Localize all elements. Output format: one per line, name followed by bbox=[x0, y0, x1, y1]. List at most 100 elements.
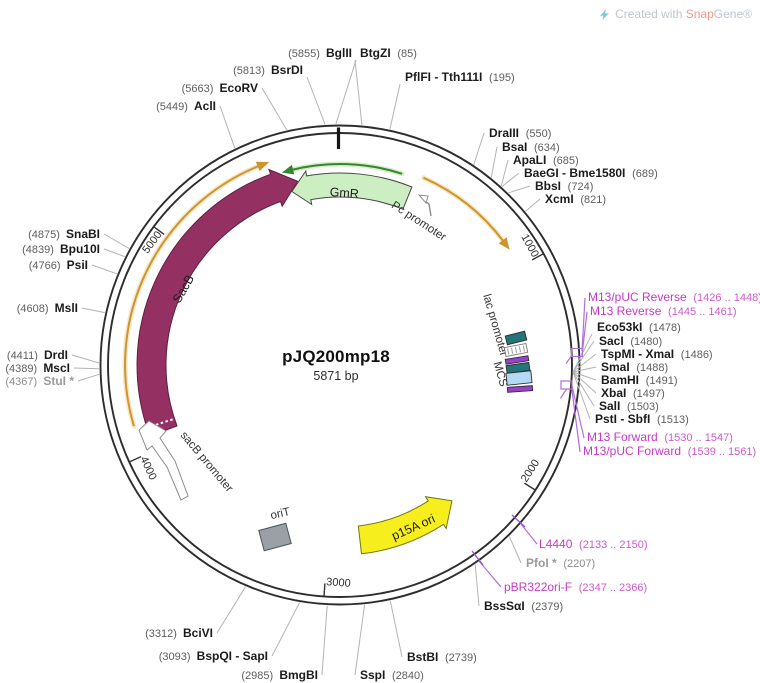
enzyme-label-snabi[interactable]: (4875) SnaBI bbox=[28, 227, 100, 241]
primer-leader-line bbox=[581, 311, 588, 356]
leader-line bbox=[271, 602, 301, 657]
primer-label-l4440[interactable]: L4440 (2133 .. 2150) bbox=[539, 537, 648, 551]
gmr-direction-arc bbox=[291, 163, 403, 175]
feature-sacb-promoter[interactable] bbox=[138, 420, 189, 501]
feature-label-sacb-promoter[interactable]: sacB promoter bbox=[178, 430, 235, 495]
scale-tick-label: 1000 bbox=[519, 232, 541, 259]
primer-label-m13-forward[interactable]: M13 Forward (1530 .. 1547) bbox=[587, 430, 733, 444]
scale-tick-label: 3000 bbox=[326, 576, 351, 590]
enzyme-label-bstbi[interactable]: BstBI (2739) bbox=[407, 650, 477, 664]
enzyme-label-ecorv[interactable]: (5663) EcoRV bbox=[182, 81, 258, 95]
gene-direction-arc-left bbox=[255, 161, 270, 171]
enzyme-label-sali[interactable]: SalI (1503) bbox=[599, 399, 659, 413]
leader-line bbox=[261, 87, 288, 131]
enzyme-label-saci[interactable]: SacI (1480) bbox=[599, 334, 662, 348]
mcs-feature-box[interactable] bbox=[504, 330, 528, 346]
leader-line bbox=[321, 605, 328, 676]
leader-line bbox=[71, 354, 100, 364]
leader-line bbox=[490, 146, 498, 178]
primer-leader-line bbox=[478, 560, 502, 588]
enzyme-label-eco53ki[interactable]: Eco53kI (1478) bbox=[597, 320, 681, 334]
enzyme-label-pfoi-[interactable]: PfoI * (2207) bbox=[526, 556, 595, 570]
enzyme-label-sspi[interactable]: SspI (2840) bbox=[360, 668, 424, 682]
primer-leader-line bbox=[571, 389, 581, 453]
leader-line bbox=[525, 198, 541, 212]
primer-label-m13-puc-reverse[interactable]: M13/pUC Reverse (1426 .. 1448) bbox=[588, 290, 760, 304]
enzyme-label-bsai[interactable]: BsaI (634) bbox=[502, 140, 560, 154]
enzyme-label-smai[interactable]: SmaI (1488) bbox=[601, 360, 668, 374]
mcs-feature-box[interactable] bbox=[506, 385, 534, 393]
enzyme-label-tspmi-xmai[interactable]: TspMI - XmaI (1486) bbox=[601, 347, 713, 361]
feature-p15a-ori[interactable] bbox=[357, 496, 453, 555]
enzyme-label-psti-sbfi[interactable]: PstI - SbfI (1513) bbox=[595, 412, 689, 426]
leader-line bbox=[73, 367, 100, 370]
mcs-feature-box[interactable] bbox=[505, 370, 533, 386]
feature-label-orit[interactable]: oriT bbox=[269, 506, 291, 522]
primer-label-m13-reverse[interactable]: M13 Reverse (1445 .. 1461) bbox=[590, 304, 737, 318]
primer-flag-reverse bbox=[565, 355, 572, 364]
leader-line bbox=[219, 105, 236, 149]
enzyme-label-xcmi[interactable]: XcmI (821) bbox=[545, 192, 606, 206]
enzyme-label-bsss-i[interactable]: BssSαI (2379) bbox=[484, 599, 563, 613]
gene-direction-arc-right bbox=[422, 176, 505, 243]
watermark-text: Created with SnapGene® bbox=[615, 7, 752, 21]
primer-leader-line bbox=[581, 297, 586, 352]
enzyme-label-bspqi-sapi[interactable]: (3093) BspQI - SapI bbox=[159, 649, 268, 663]
enzyme-label-bcivi[interactable]: (3312) BciVI bbox=[145, 626, 213, 640]
enzyme-label-draiii[interactable]: DraIII (550) bbox=[489, 126, 551, 140]
leader-line bbox=[91, 264, 118, 275]
enzyme-label-pflfi-tth111i[interactable]: PflFI - Tth111I (195) bbox=[405, 70, 515, 84]
enzyme-label-stui-[interactable]: (4367) StuI * bbox=[5, 374, 74, 388]
leader-line bbox=[335, 59, 357, 125]
feature-gmr[interactable] bbox=[291, 169, 413, 210]
enzyme-label-bmgbi[interactable]: (2985) BmgBI bbox=[241, 668, 318, 682]
leader-line bbox=[103, 233, 130, 249]
scale-tick bbox=[531, 253, 544, 261]
enzyme-label-psii[interactable]: (4766) PsiI bbox=[29, 258, 88, 272]
pc-promoter-arrow-icon bbox=[417, 194, 429, 205]
enzyme-label-drdi[interactable]: (4411) DrdI bbox=[7, 348, 68, 362]
scale-tick bbox=[128, 455, 142, 463]
enzyme-label-btgzi[interactable]: BtgZI (85) bbox=[360, 46, 417, 60]
leader-line bbox=[354, 59, 363, 126]
enzyme-label-xbai[interactable]: XbaI (1497) bbox=[601, 386, 665, 400]
primer-leader-line bbox=[520, 523, 538, 545]
feature-sacb[interactable] bbox=[136, 168, 299, 437]
scale-tick bbox=[153, 226, 165, 236]
feature-label-gmr[interactable]: GmR bbox=[329, 185, 359, 201]
watermark-brand-gene: Gene® bbox=[713, 7, 752, 21]
leader-line bbox=[572, 340, 595, 373]
mcs-feature-box[interactable] bbox=[503, 342, 529, 358]
leader-line bbox=[77, 373, 100, 382]
feature-orit[interactable] bbox=[258, 522, 292, 552]
enzyme-label-baegi-bme1580i[interactable]: BaeGI - Bme1580I (689) bbox=[524, 166, 658, 180]
scale-tick-label: 4000 bbox=[137, 455, 158, 482]
scale-tick bbox=[524, 482, 536, 491]
enzyme-label-apali[interactable]: ApaLI (685) bbox=[513, 153, 579, 167]
enzyme-label-bamhi[interactable]: BamHI (1491) bbox=[601, 373, 677, 387]
primer-label-pbr322ori-f[interactable]: pBR322ori-F (2347 .. 2366) bbox=[504, 580, 647, 594]
leader-line bbox=[572, 366, 597, 373]
enzyme-label-bpu10i[interactable]: (4839) Bpu10I bbox=[22, 242, 100, 256]
enzyme-label-msli[interactable]: (4608) MslI bbox=[17, 301, 78, 315]
leader-line bbox=[572, 371, 591, 420]
enzyme-label-bglii[interactable]: (5855) BglII bbox=[288, 46, 352, 60]
gene-direction-arc-right bbox=[498, 237, 510, 250]
primer-flag-reverse bbox=[570, 347, 584, 358]
enzyme-label-bbsi[interactable]: BbsI (724) bbox=[535, 179, 593, 193]
enzyme-label-msci[interactable]: (4389) MscI bbox=[5, 361, 70, 375]
primer-site-tick bbox=[511, 514, 526, 528]
feature-label-pc-promoter[interactable]: Pc promoter bbox=[389, 199, 448, 243]
leader-line bbox=[354, 604, 366, 676]
primer-label-m13-puc-forward[interactable]: M13/pUC Forward (1539 .. 1561) bbox=[583, 444, 756, 458]
leader-line bbox=[572, 371, 595, 407]
leader-line bbox=[572, 371, 597, 381]
plasmid-backbone-outer bbox=[99, 124, 581, 606]
scale-tick bbox=[323, 583, 326, 597]
enzyme-label-bsrdi[interactable]: (5813) BsrDI bbox=[233, 63, 303, 77]
leader-line bbox=[572, 353, 597, 373]
enzyme-label-acli[interactable]: (5449) AclI bbox=[156, 99, 216, 113]
mcs-feature-box[interactable] bbox=[504, 355, 530, 365]
